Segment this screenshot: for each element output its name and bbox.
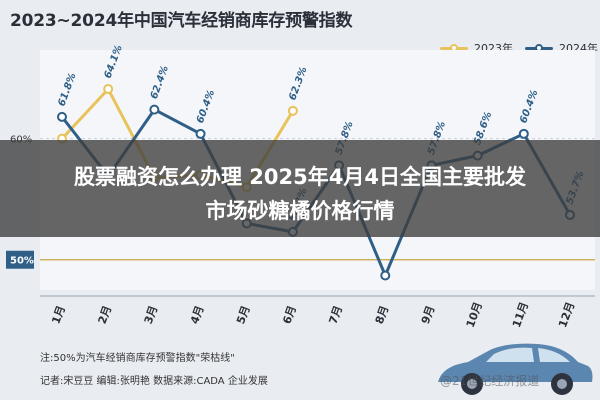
threshold-badge bbox=[6, 250, 34, 269]
data-point bbox=[287, 105, 298, 116]
x-tick-label: 7月 bbox=[327, 304, 346, 326]
data-point bbox=[103, 84, 114, 95]
data-point bbox=[380, 270, 391, 281]
headline-overlay bbox=[0, 140, 600, 237]
x-tick-label: 12月 bbox=[556, 300, 577, 329]
x-tick-label: 1月 bbox=[49, 304, 68, 326]
footnote-threshold: 注:50%为汽车经销商库存预警指数"荣枯线" bbox=[40, 353, 235, 364]
footnote-credits: 记者:宋豆豆 编辑:张明艳 数据来源:CADA 企业发展 bbox=[40, 376, 268, 387]
headline-line-1: 股票融资怎么办理 2025年4月4日全国主要批发 bbox=[74, 165, 526, 189]
chart-title: 2023~2024年中国汽车经销商库存预警指数 bbox=[10, 11, 353, 31]
x-tick-label: 11月 bbox=[510, 300, 531, 329]
x-tick-label: 3月 bbox=[142, 304, 161, 326]
data-point bbox=[149, 104, 160, 115]
x-tick-label: 10月 bbox=[464, 300, 485, 329]
headline-line-2: 市场砂糖橘价格行情 bbox=[205, 199, 395, 223]
x-tick-label: 2月 bbox=[96, 304, 115, 326]
data-point bbox=[518, 128, 529, 139]
data-point bbox=[57, 111, 67, 122]
x-tick-label: 5月 bbox=[234, 304, 253, 326]
data-point bbox=[195, 128, 206, 139]
x-tick-label: 4月 bbox=[188, 304, 207, 326]
y-tick-label: 50% bbox=[10, 256, 34, 267]
x-tick-label: 6月 bbox=[280, 304, 299, 326]
x-tick-label: 8月 bbox=[373, 304, 392, 326]
headline: 股票融资怎么办理 2025年4月4日全国主要批发 市场砂糖橘价格行情 bbox=[0, 160, 600, 228]
x-tick-label: 9月 bbox=[419, 304, 438, 326]
watermark: @21世纪经济报道 bbox=[440, 374, 540, 388]
car-illustration bbox=[438, 343, 593, 395]
